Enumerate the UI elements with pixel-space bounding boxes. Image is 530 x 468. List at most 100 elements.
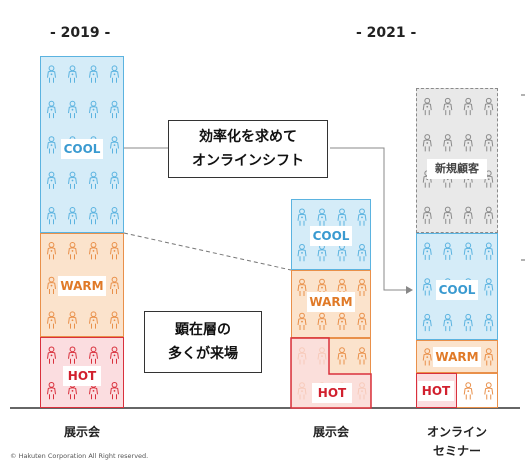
person-icon-part (465, 182, 471, 188)
person-icon-part (487, 214, 490, 217)
person-icon-part (112, 148, 117, 154)
person-icon-part (113, 144, 116, 146)
person-icon-part (70, 113, 75, 119)
person-icon-part (485, 170, 492, 177)
person-icon-part (321, 286, 323, 289)
person-icon-part (467, 390, 470, 392)
person-icon-part (50, 179, 53, 182)
col2021-cool-badge: COOL (310, 226, 352, 246)
person-icon-part (90, 346, 97, 353)
person-icon-part (113, 108, 116, 111)
person-icon-part (465, 218, 471, 224)
person-icon-part (484, 103, 494, 111)
person-icon-part (486, 326, 492, 332)
person-icon-part (339, 256, 345, 262)
person-icon-part (424, 290, 430, 296)
label-online-line2: セミナー (432, 444, 481, 458)
person-icon-part (49, 323, 54, 329)
person-icon-part (484, 247, 494, 255)
online-new-badge: 新規顧客 (427, 159, 487, 179)
person-icon-part (463, 387, 473, 395)
person-icon-part (424, 360, 430, 366)
person-icon-part (47, 177, 56, 184)
person-icon-part (48, 100, 55, 107)
person-icon-part (426, 142, 429, 144)
dashed-connector (123, 232, 292, 271)
person-icon-part (112, 323, 117, 329)
person-icon-part (92, 354, 95, 357)
person-icon (68, 100, 77, 119)
person-icon-part (89, 70, 98, 78)
person-icon-part (48, 346, 55, 353)
person-icon (297, 312, 307, 330)
person-icon-part (299, 325, 305, 330)
person-icon (297, 208, 307, 226)
person-icon-part (424, 254, 430, 260)
person-icon-part (485, 313, 492, 320)
person-icon-part (445, 218, 451, 224)
person-icon-part (321, 251, 323, 254)
person-icon-part (465, 382, 472, 389)
person-icon (422, 206, 432, 224)
label-online-seminar: オンライン セミナー (414, 423, 500, 461)
online-warm-badge: WARM (433, 347, 481, 367)
person-icon-part (484, 139, 494, 147)
person-icon-part (47, 387, 56, 395)
online-shift-callout: 効率化を求めて オンラインシフト (168, 120, 328, 178)
person-icon-part (484, 319, 494, 327)
person-icon (110, 65, 119, 83)
person-icon (463, 242, 473, 260)
person-icon-part (69, 65, 76, 72)
person-icon-part (299, 220, 305, 226)
person-icon-part (424, 348, 431, 355)
person-icon (68, 65, 77, 83)
person-icon-part (69, 100, 76, 107)
person-icon-part (47, 247, 56, 255)
person-icon-part (424, 326, 430, 332)
person-icon-part (357, 284, 367, 292)
person-icon-part (68, 247, 77, 255)
person-icon-part (111, 242, 118, 248)
person-icon (463, 97, 473, 116)
person-icon-part (92, 215, 95, 217)
person-icon-part (446, 105, 449, 108)
person-icon-part (69, 311, 76, 318)
person-icon-part (69, 346, 76, 353)
person-icon-part (70, 183, 75, 189)
person-icon-part (484, 211, 494, 219)
year-2021-label: - 2021 - (356, 25, 417, 41)
person-icon-part (70, 219, 75, 225)
person-icon-part (465, 146, 471, 152)
person-icon (484, 313, 494, 332)
person-icon-part (113, 179, 116, 182)
person-icon (422, 242, 432, 260)
person-icon-part (486, 110, 492, 116)
person-icon (89, 65, 98, 83)
person-icons-grid (297, 208, 367, 262)
person-icon (47, 381, 56, 400)
person-icon-part (424, 182, 430, 188)
person-icon-part (357, 318, 367, 326)
person-icon-part (71, 179, 74, 182)
person-icon-part (89, 177, 98, 184)
person-icon-part (445, 110, 451, 116)
person-icon-part (319, 312, 325, 319)
person-icons-grid (422, 97, 494, 224)
person-icon-part (110, 351, 119, 359)
person-icon-part (424, 97, 431, 104)
person-icon-part (90, 242, 97, 248)
person-icon-part (465, 110, 471, 116)
person-icon-part (359, 208, 365, 215)
person-icon-part (47, 351, 56, 359)
person-icon-part (112, 394, 117, 400)
person-icon-part (359, 256, 365, 262)
person-icon-part (337, 318, 347, 326)
person-icon-part (484, 283, 494, 291)
person-icon-part (465, 134, 472, 140)
person-icon-part (91, 358, 96, 364)
person-icon-part (337, 249, 347, 257)
person-icon-part (486, 146, 492, 152)
online-warm-segment (416, 340, 498, 373)
person-icon (463, 206, 473, 224)
person-icon-part (47, 316, 56, 324)
